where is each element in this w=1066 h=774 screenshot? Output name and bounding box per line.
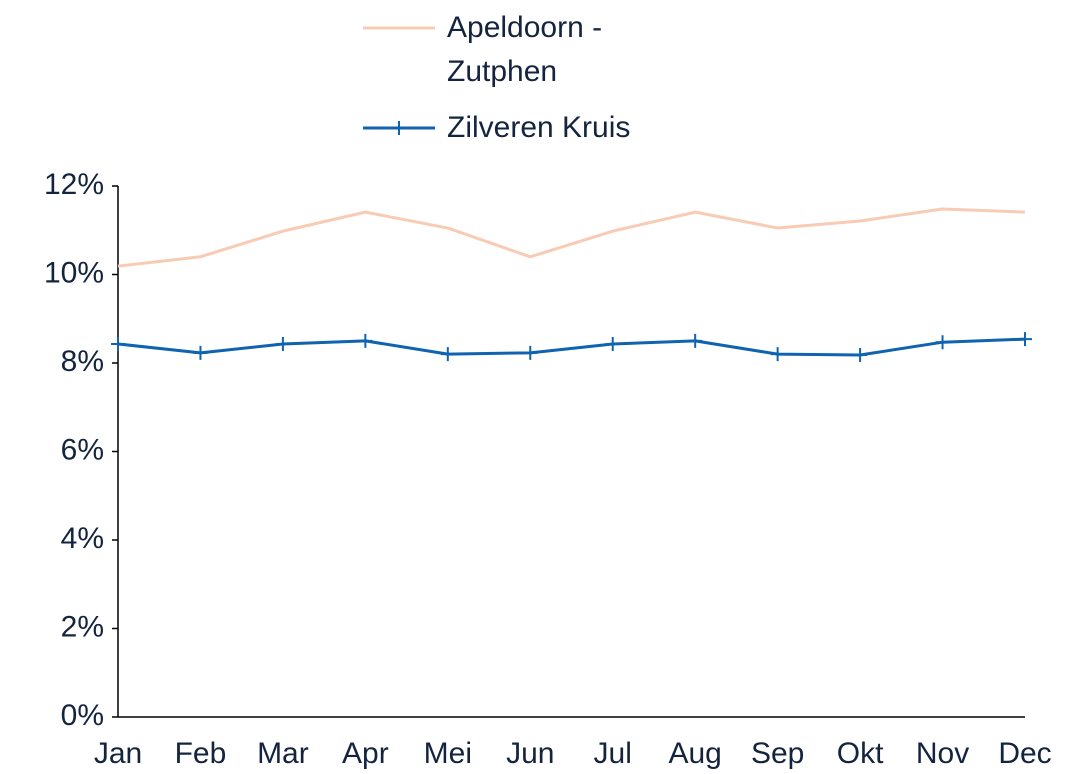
y-tick-label: 8%: [61, 345, 104, 378]
y-tick-label: 6%: [61, 433, 104, 466]
marker: [523, 345, 538, 360]
x-tick-label: Nov: [916, 737, 969, 770]
series-line: [117, 337, 1026, 357]
marker: [605, 336, 620, 351]
legend-label: Apeldoorn -Zutphen: [447, 11, 603, 88]
x-tick-label: Feb: [175, 737, 227, 770]
marker: [853, 348, 868, 363]
marker: [440, 347, 455, 362]
marker: [688, 333, 703, 348]
marker: [358, 333, 373, 348]
x-tick-label: Aug: [668, 737, 721, 770]
marker: [275, 336, 290, 351]
marker: [935, 335, 950, 350]
marker: [1018, 332, 1032, 347]
x-tick-label: Mei: [424, 737, 472, 770]
x-tick-label: Jan: [94, 737, 142, 770]
legend-marker: [392, 121, 406, 135]
x-tick-label: Dec: [998, 737, 1051, 770]
series-line: [117, 207, 1026, 268]
x-tick-label: Okt: [837, 737, 884, 770]
y-tick-label: 2%: [61, 610, 104, 643]
marker: [193, 345, 208, 360]
x-tick-label: Sep: [751, 737, 804, 770]
x-tick-label: Mar: [257, 737, 309, 770]
y-tick-label: 12%: [44, 168, 104, 201]
y-tick-label: 0%: [61, 699, 104, 732]
marker: [770, 347, 785, 362]
marker: [111, 336, 125, 351]
x-tick-label: Jun: [506, 737, 554, 770]
x-tick-label: Jul: [594, 737, 632, 770]
legend-label: Zilveren Kruis: [447, 111, 631, 144]
y-tick-label: 4%: [61, 522, 104, 555]
y-tick-label: 10%: [44, 256, 104, 289]
x-tick-label: Apr: [342, 737, 389, 770]
